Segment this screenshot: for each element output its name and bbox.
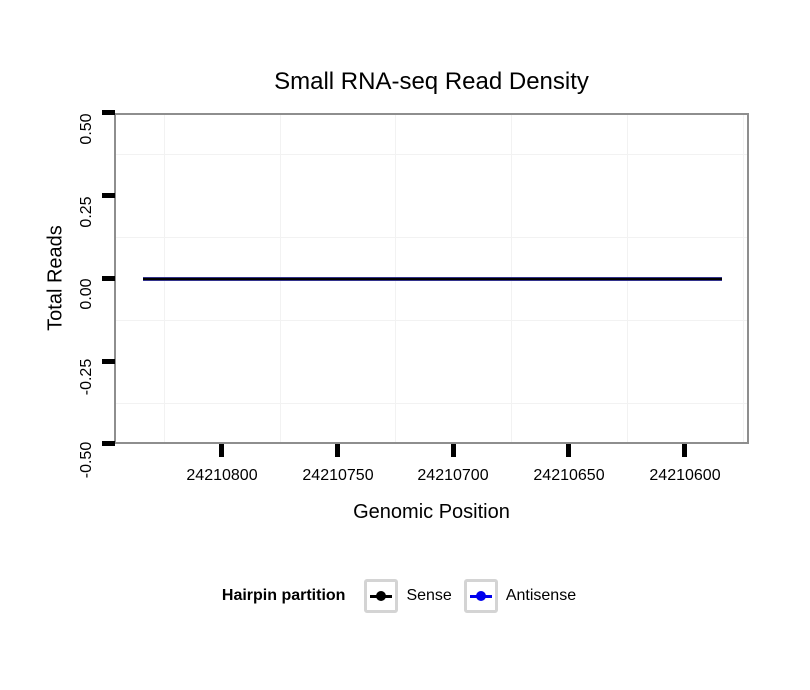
y-tick-label: 0.50 bbox=[78, 113, 95, 145]
gridline-minor-h bbox=[116, 320, 747, 321]
gridline-minor-h bbox=[116, 237, 747, 238]
read-density-line-sense-antisense-overlap bbox=[143, 277, 722, 281]
gridline-minor-v bbox=[743, 115, 744, 442]
y-tick bbox=[102, 193, 115, 198]
x-tick-label: 24210700 bbox=[417, 467, 489, 484]
y-tick bbox=[102, 359, 115, 364]
x-tick-label: 24210600 bbox=[649, 467, 721, 484]
x-tick bbox=[451, 444, 456, 457]
legend-label-sense: Sense bbox=[406, 587, 452, 604]
y-axis-title: Total Reads bbox=[44, 225, 67, 331]
x-tick bbox=[335, 444, 340, 457]
y-tick-label: -0.25 bbox=[78, 358, 95, 396]
legend-label-antisense: Antisense bbox=[505, 587, 577, 604]
legend-key-sense bbox=[364, 579, 399, 613]
chart-title: Small RNA-seq Read Density bbox=[274, 68, 589, 95]
sense-dot-icon bbox=[376, 591, 387, 601]
plot-panel bbox=[114, 113, 749, 444]
antisense-dot-icon bbox=[475, 591, 486, 601]
y-tick-label: 0.00 bbox=[78, 278, 95, 310]
y-tick bbox=[102, 110, 115, 115]
x-axis-title: Genomic Position bbox=[353, 501, 510, 523]
legend-title: Hairpin partition bbox=[221, 587, 346, 604]
gridline-minor-h bbox=[116, 403, 747, 404]
x-tick bbox=[566, 444, 571, 457]
gridline-minor-h bbox=[116, 154, 747, 155]
x-tick bbox=[682, 444, 687, 457]
x-tick-label: 24210750 bbox=[302, 467, 374, 484]
y-tick bbox=[102, 276, 115, 281]
legend: Hairpin partition Sense Antisense bbox=[0, 577, 810, 615]
x-tick bbox=[219, 444, 224, 457]
x-tick-label: 24210650 bbox=[533, 467, 605, 484]
legend-key-antisense bbox=[463, 579, 498, 613]
x-tick-label: 24210800 bbox=[186, 467, 258, 484]
y-tick bbox=[102, 441, 115, 446]
y-tick-label: 0.25 bbox=[78, 196, 95, 228]
y-tick-label: -0.50 bbox=[78, 441, 95, 479]
